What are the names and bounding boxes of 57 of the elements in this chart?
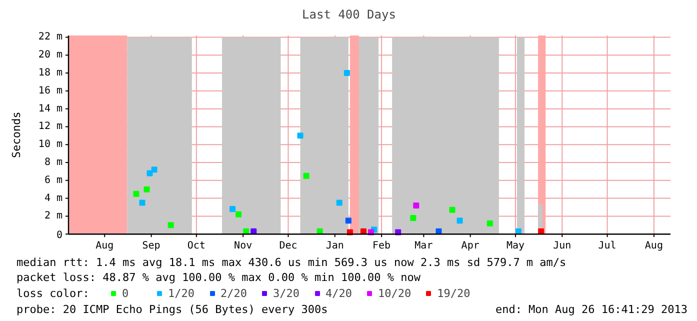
point xyxy=(146,170,153,176)
legend-label: 3/20 xyxy=(273,286,300,300)
x-tick-label: Jun xyxy=(553,240,572,252)
x-tick-label: Dec xyxy=(279,240,298,252)
y-tick-label: 8 m xyxy=(44,157,62,168)
legend-label: 4/20 xyxy=(326,286,352,300)
y-tick-label: 16 m xyxy=(38,85,63,96)
y-tick-label: 18 m xyxy=(38,68,63,79)
point xyxy=(144,186,150,192)
point xyxy=(236,211,242,218)
legend-label: 19/20 xyxy=(437,286,470,300)
x-tick-label: Nov xyxy=(234,240,252,252)
point xyxy=(303,172,310,179)
point xyxy=(336,200,342,206)
x-tick-label: Apr xyxy=(461,240,480,252)
point xyxy=(449,206,456,213)
legend-title: loss color: xyxy=(16,287,90,300)
y-tick-label: 22 m xyxy=(38,32,63,43)
point xyxy=(410,214,416,221)
point xyxy=(297,132,304,139)
y-tick-label: 12 m xyxy=(38,121,63,132)
point xyxy=(413,202,420,208)
legend-label: 0 xyxy=(122,286,130,300)
legend-label: 2/20 xyxy=(220,286,247,300)
legend-label: 1/20 xyxy=(168,286,194,300)
y-tick-label: 6 m xyxy=(44,174,62,186)
y-axis-title: Seconds xyxy=(10,112,23,158)
point xyxy=(168,222,174,228)
y-tick-label: 2 m xyxy=(44,210,62,222)
text: probe: 20 ICMP Echo Pings (56 Bytes) every 300s xyxy=(16,303,328,316)
x-tick-label: Aug xyxy=(96,240,114,252)
point xyxy=(139,200,146,206)
x-tick-label: Aug xyxy=(644,240,663,252)
text: median rtt: 1.4 ms avg 18.1 ms max 430.6 us min 569.3 us now 2.3 ms sd 579.7 m am/s xyxy=(16,256,566,269)
y-tick-label: 20 m xyxy=(38,50,63,61)
x-tick-label: Mar xyxy=(414,240,433,252)
point xyxy=(133,190,140,197)
point xyxy=(344,70,350,76)
x-tick-label: Sep xyxy=(142,240,160,252)
x-tick-label: Feb xyxy=(372,240,391,252)
x-tick-label: May xyxy=(506,240,525,252)
point xyxy=(230,206,236,212)
point xyxy=(345,218,352,224)
chart-title: Last 400 Days xyxy=(302,8,396,22)
y-tick-label: 10 m xyxy=(38,139,63,150)
point xyxy=(456,218,463,224)
y-tick-label: 0 xyxy=(56,230,63,242)
x-tick-label: Jan xyxy=(326,240,344,252)
x-tick-label: Oct xyxy=(187,240,206,252)
legend-label: 10/20 xyxy=(378,286,412,300)
y-tick-label: 4 m xyxy=(44,192,62,204)
text: packet loss: 48.87 % avg 100.00 % max 0.00 % min 100.00 % now xyxy=(16,271,421,284)
y-tick-label: 14 m xyxy=(38,103,63,114)
point xyxy=(486,220,493,226)
point xyxy=(151,166,158,173)
text: end: Mon Aug 26 16:41:29 2013 xyxy=(495,303,688,316)
x-tick-label: Jul xyxy=(598,240,616,252)
